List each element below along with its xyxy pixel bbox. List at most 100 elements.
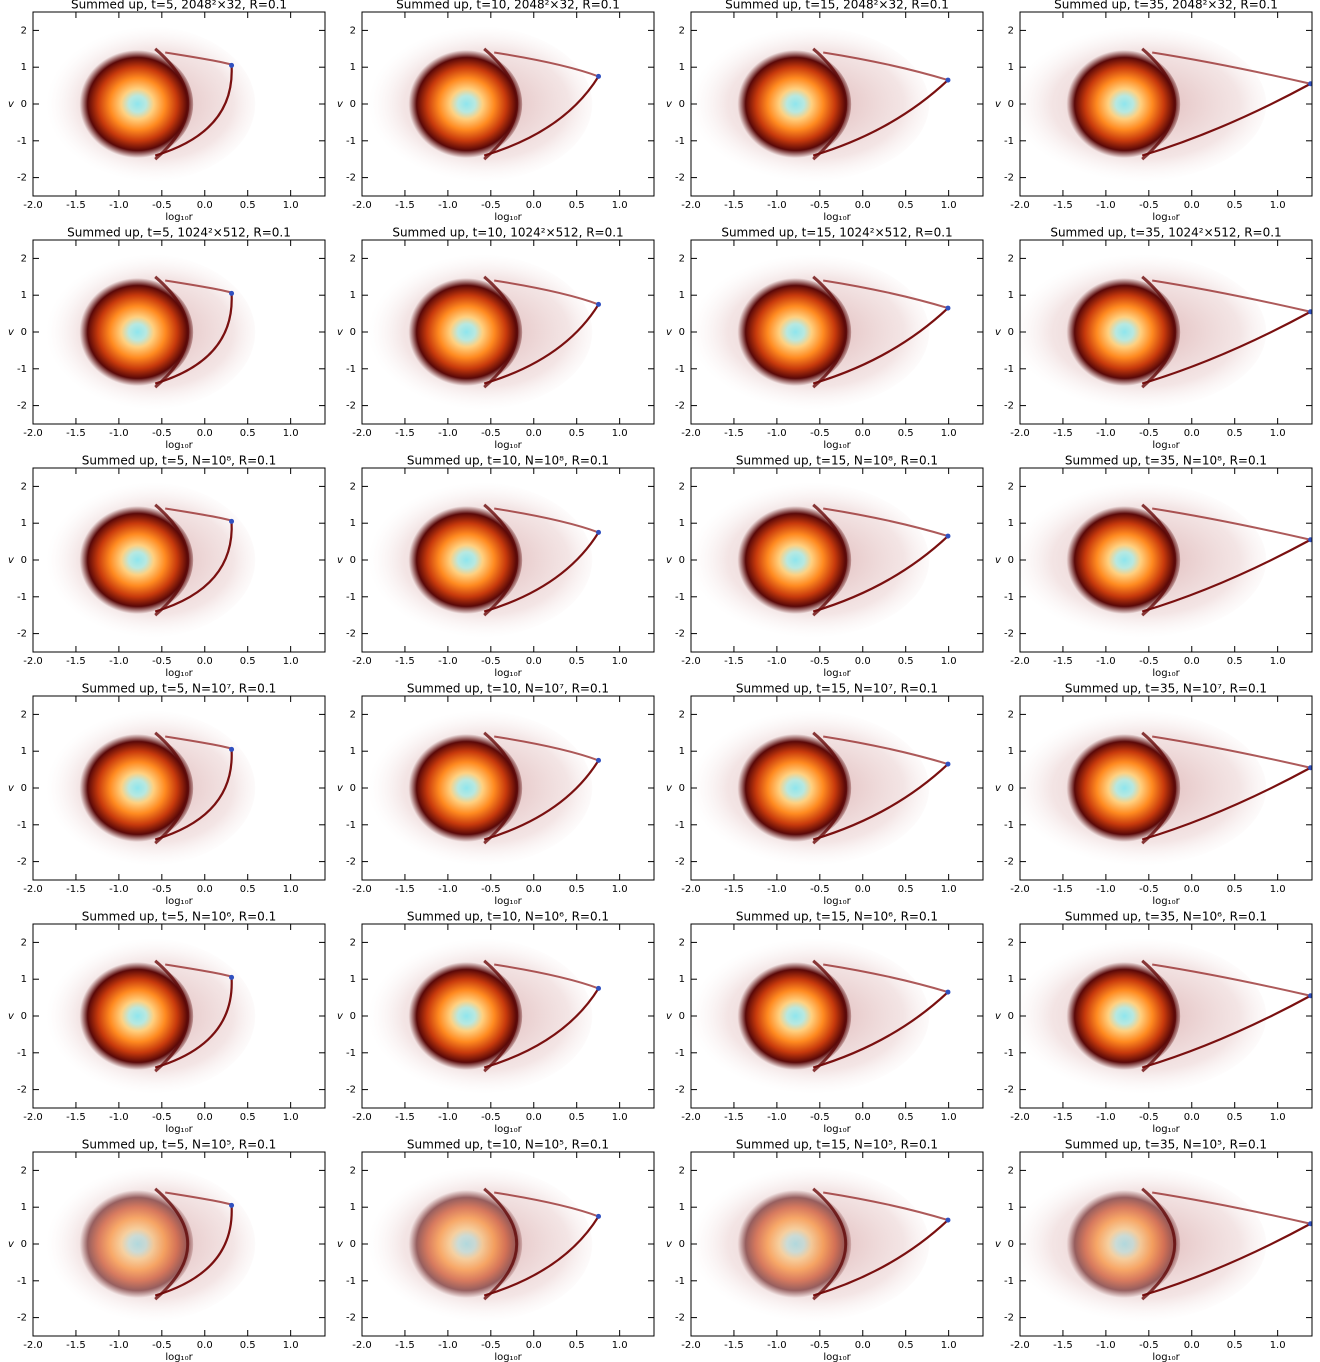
x-tick-label: -2.0 (681, 656, 701, 667)
x-tick-label: 0.5 (240, 1112, 256, 1123)
upper-arm (823, 735, 949, 766)
y-tick-label: -1 (1004, 136, 1014, 147)
y-tick-label: -2 (346, 1313, 356, 1324)
x-tick-label: 1.0 (612, 428, 628, 439)
x-tick-label: -1.0 (767, 656, 787, 667)
y-tick-label: 1 (21, 974, 27, 985)
x-tick-label: 0.5 (240, 428, 256, 439)
x-tick-label: -0.5 (1139, 884, 1159, 895)
x-tick-label: -1.5 (724, 884, 744, 895)
panel: -2.0 -1.5 -1.0 -0.5 0.0 0.5 1.0 -2 -1 0 1 2 Summed u… (337, 910, 655, 1135)
x-tick-label: -2.0 (23, 1340, 43, 1351)
y-axis-label: v (337, 99, 344, 110)
y-tick-label: 0 (21, 555, 27, 566)
core (77, 506, 194, 614)
y-tick-label: -1 (675, 136, 685, 147)
y-tick-label: -1 (346, 136, 356, 147)
upper-arm (494, 963, 599, 990)
panel-title: Summed up, t=5, N=10⁵, R=0.1 (82, 1138, 277, 1152)
density-image (691, 938, 951, 1094)
x-tick-label: -1.5 (66, 884, 86, 895)
x-tick-label: 0.5 (240, 656, 256, 667)
y-tick-label: -2 (17, 1085, 27, 1096)
y-axis-label: v (995, 1239, 1002, 1250)
density-image (1020, 1166, 1312, 1322)
x-tick-label: -1.5 (395, 656, 415, 667)
y-tick-label: 1 (679, 746, 685, 757)
density-image (691, 482, 951, 638)
panel: -2.0 -1.5 -1.0 -0.5 0.0 0.5 1.0 -2 -1 0 1 2 Summed u… (995, 910, 1313, 1135)
y-tick-label: 0 (350, 1011, 356, 1022)
x-tick-label: -0.5 (810, 428, 830, 439)
panel: -2.0 -1.5 -1.0 -0.5 0.0 0.5 1.0 -2 -1 0 1 2 Summed u… (995, 226, 1313, 451)
y-tick-label: 1 (679, 518, 685, 529)
x-tick-label: -1.0 (438, 200, 458, 211)
x-tick-label: 0.5 (898, 656, 914, 667)
y-tick-label: 0 (21, 99, 27, 110)
x-axis-label: log₁₀r (494, 1352, 522, 1362)
x-tick-label: -1.0 (438, 428, 458, 439)
y-tick-label: 2 (679, 25, 685, 36)
lower-arm (154, 65, 233, 157)
x-tick-label: -1.0 (109, 1340, 129, 1351)
x-tick-label: -0.5 (481, 1112, 501, 1123)
y-tick-label: 1 (21, 290, 27, 301)
x-tick-label: 1.0 (941, 1340, 957, 1351)
x-tick-label: 0.5 (1227, 200, 1243, 211)
y-tick-label: 1 (350, 1202, 356, 1213)
x-axis-label: log₁₀r (823, 440, 851, 451)
x-tick-label: -1.5 (1053, 656, 1073, 667)
y-tick-label: 1 (1008, 974, 1014, 985)
x-tick-label: 0.5 (898, 1112, 914, 1123)
y-tick-label: -2 (675, 173, 685, 184)
core (1064, 1190, 1181, 1298)
y-axis-label: v (666, 99, 673, 110)
panel: -2.0 -1.5 -1.0 -0.5 0.0 0.5 1.0 -2 -1 0 1 2 Summed u… (8, 682, 326, 907)
y-axis-label: v (337, 783, 344, 794)
y-tick-label: 2 (1008, 709, 1014, 720)
y-tick-label: 2 (679, 709, 685, 720)
x-tick-label: -1.0 (109, 656, 129, 667)
panel: -2.0 -1.5 -1.0 -0.5 0.0 0.5 1.0 -2 -1 0 1 2 Summed u… (337, 1138, 655, 1362)
y-tick-label: -1 (675, 364, 685, 375)
tail-tip (945, 305, 951, 311)
x-tick-label: 1.0 (941, 428, 957, 439)
lower-arm (812, 307, 949, 385)
x-tick-label: -1.5 (724, 200, 744, 211)
panel-title: Summed up, t=15, 2048²×32, R=0.1 (725, 0, 949, 12)
y-axis-label: v (8, 327, 15, 338)
x-tick-label: -0.5 (152, 200, 172, 211)
y-tick-label: -2 (17, 401, 27, 412)
lower-arm (812, 535, 949, 613)
panel-title: Summed up, t=5, N=10⁶, R=0.1 (82, 910, 277, 924)
y-tick-label: 1 (1008, 1202, 1014, 1213)
core (735, 50, 852, 158)
x-tick-label: -0.5 (810, 1112, 830, 1123)
upper-arm (823, 507, 949, 538)
y-tick-label: -2 (1004, 857, 1014, 868)
lower-arm (483, 987, 600, 1069)
lower-arm (1141, 766, 1312, 841)
y-axis-label: v (666, 1011, 673, 1022)
panel-title: Summed up, t=10, 2048²×32, R=0.1 (396, 0, 620, 12)
tail-tip (1308, 1221, 1312, 1227)
x-tick-label: 0.0 (526, 1340, 542, 1351)
x-tick-label: -0.5 (1139, 1340, 1159, 1351)
y-tick-label: -1 (1004, 364, 1014, 375)
panel: -2.0 -1.5 -1.0 -0.5 0.0 0.5 1.0 -2 -1 0 1 2 Summed u… (8, 454, 326, 679)
x-tick-label: -1.5 (1053, 200, 1073, 211)
y-tick-label: 2 (350, 1165, 356, 1176)
x-tick-label: -1.5 (66, 428, 86, 439)
panel-title: Summed up, t=5, N=10⁸, R=0.1 (82, 454, 277, 468)
x-tick-label: -2.0 (1010, 428, 1030, 439)
x-tick-label: 0.0 (526, 656, 542, 667)
y-tick-label: 1 (350, 746, 356, 757)
y-axis-label: v (8, 1011, 15, 1022)
x-tick-label: -1.5 (1053, 884, 1073, 895)
y-tick-label: 0 (21, 1239, 27, 1250)
y-axis-label: v (8, 1239, 15, 1250)
lower-arm (154, 977, 233, 1069)
x-tick-label: -1.5 (724, 1340, 744, 1351)
tail-tip (596, 757, 602, 763)
x-axis-label: log₁₀r (823, 212, 851, 223)
